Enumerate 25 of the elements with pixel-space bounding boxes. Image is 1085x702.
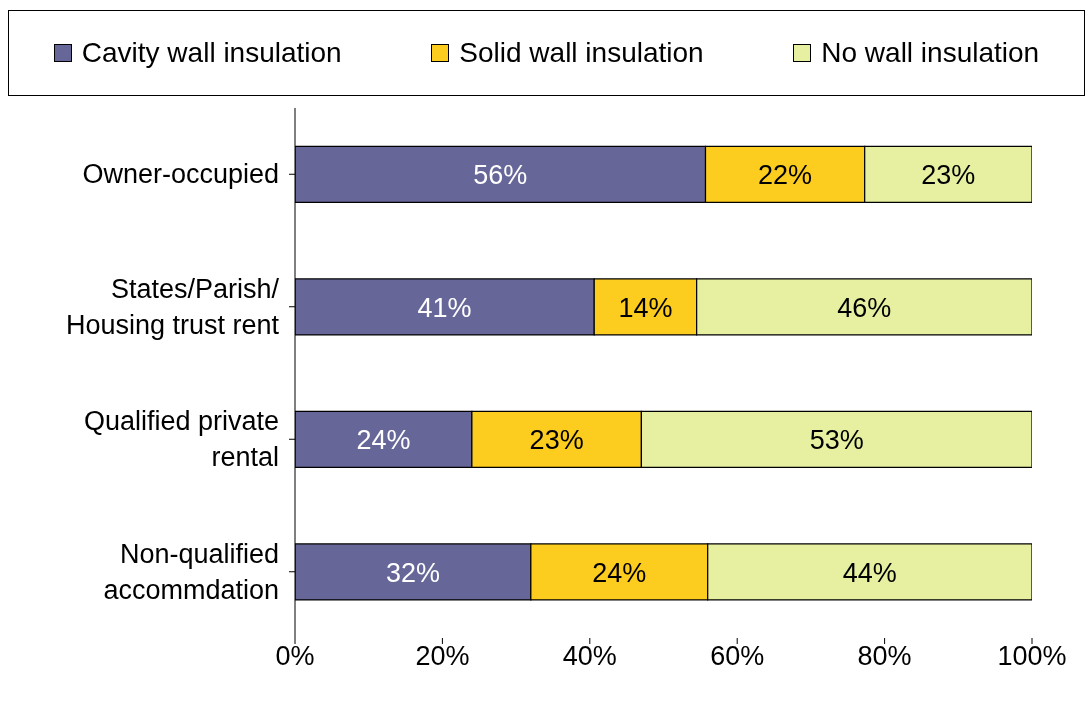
data-label: 24% [356, 425, 411, 456]
x-tick-label: 80% [857, 641, 912, 672]
data-label: 44% [842, 557, 897, 588]
data-label: 24% [592, 557, 647, 588]
x-tick-label: 0% [275, 641, 315, 672]
legend-label: Cavity wall insulation [80, 37, 342, 69]
x-tick-label: 20% [415, 641, 470, 672]
x-tick-label: 40% [562, 641, 617, 672]
x-tick-label: 100% [997, 641, 1067, 672]
data-label: 22% [758, 160, 813, 191]
legend-label: Solid wall insulation [458, 37, 704, 69]
data-label: 41% [417, 292, 472, 323]
data-label: 46% [837, 292, 892, 323]
y-tick-label: Non-qualified accommdation [103, 538, 279, 605]
y-tick-label: Qualified private rental [83, 406, 279, 473]
data-label: 23% [921, 160, 976, 191]
data-label: 32% [385, 557, 440, 588]
x-tick-label: 60% [710, 641, 765, 672]
data-label: 14% [618, 292, 673, 323]
legend-label: No wall insulation [820, 37, 1040, 69]
y-tick-label: Owner-occupied [82, 159, 279, 190]
y-tick-label: States/Parish/ Housing trust rent [65, 273, 280, 340]
data-label: 53% [809, 425, 864, 456]
data-label: 56% [473, 160, 528, 191]
data-label: 23% [529, 425, 584, 456]
